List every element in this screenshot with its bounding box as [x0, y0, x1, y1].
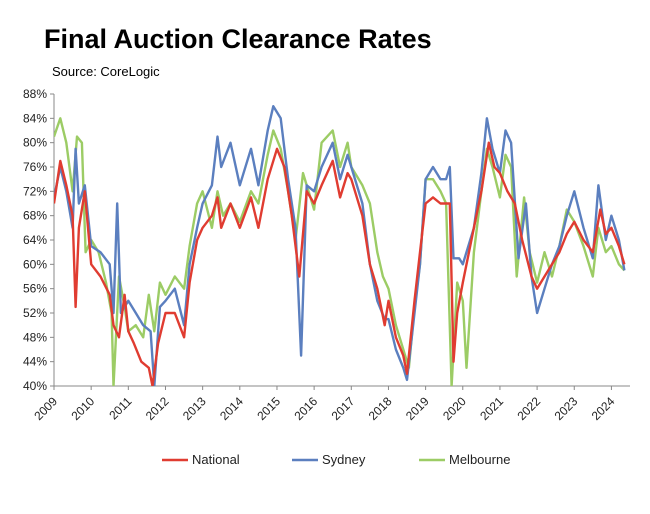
y-tick-label: 84%: [23, 111, 47, 125]
y-tick-label: 68%: [23, 209, 47, 223]
series-line-national: [54, 141, 626, 386]
x-tick-label: 2022: [514, 394, 543, 423]
y-tick-label: 44%: [23, 355, 47, 369]
legend-label-melbourne: Melbourne: [449, 452, 510, 467]
legend: National Sydney Melbourne: [162, 452, 510, 467]
chart-title: Final Auction Clearance Rates: [44, 24, 432, 54]
series-lines: [54, 105, 626, 386]
x-tick-label: 2024: [589, 394, 618, 423]
legend-label-sydney: Sydney: [322, 452, 366, 467]
y-tick-label: 72%: [23, 184, 47, 198]
x-tick-label: 2012: [143, 394, 172, 423]
axes: [50, 93, 630, 390]
y-tick-label: 40%: [23, 379, 47, 393]
x-tick-label: 2013: [180, 394, 209, 423]
series-line-sydney: [54, 105, 626, 386]
y-tick-label: 60%: [23, 257, 47, 271]
x-tick-label: 2021: [477, 394, 506, 423]
y-tick-label: 88%: [23, 87, 47, 101]
y-tick-label: 56%: [23, 282, 47, 296]
x-axis-tick-labels: 2009 2010 2011 2012 2013 2014 2015 2016 2017 2018…: [31, 394, 617, 423]
series-line-melbourne: [54, 117, 626, 386]
x-tick-label: 2018: [366, 394, 395, 423]
legend-label-national: National: [192, 452, 240, 467]
x-tick-label: 2011: [106, 394, 134, 422]
y-tick-label: 76%: [23, 160, 47, 174]
x-tick-label: 2014: [217, 394, 246, 423]
x-tick-label: 2009: [31, 394, 60, 423]
x-tick-label: 2019: [403, 394, 432, 423]
chart-subtitle: Source: CoreLogic: [52, 64, 160, 79]
x-tick-label: 2017: [329, 394, 358, 423]
y-tick-label: 80%: [23, 136, 47, 150]
x-tick-label: 2016: [291, 394, 320, 423]
x-tick-label: 2015: [254, 394, 283, 423]
x-tick-label: 2020: [440, 394, 469, 423]
x-tick-label: 2010: [69, 394, 98, 423]
y-tick-label: 52%: [23, 306, 47, 320]
x-tick-label: 2023: [552, 394, 581, 423]
y-tick-label: 64%: [23, 233, 47, 247]
y-tick-label: 48%: [23, 330, 47, 344]
y-axis-tick-labels: 40% 44% 48% 52% 56% 60% 64% 68% 72% 76% 80% 84% 88%: [23, 87, 47, 393]
